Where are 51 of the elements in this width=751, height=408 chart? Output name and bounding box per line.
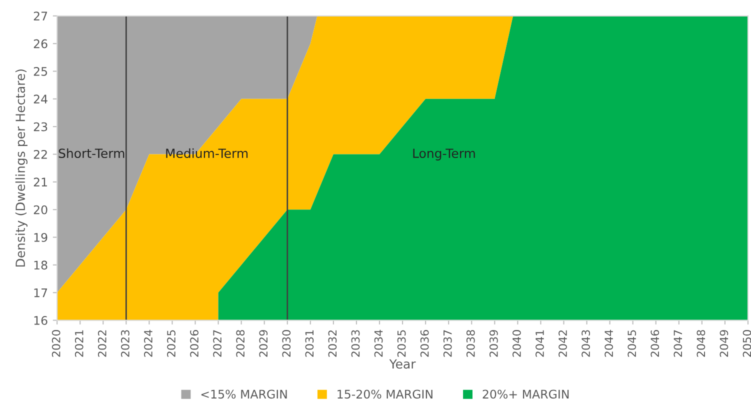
x-tick-label: 2044: [604, 330, 614, 357]
x-tick-label: 2028: [236, 330, 245, 357]
y-axis-title: Density (Dwellings per Hectare): [15, 69, 28, 267]
x-tick-label: 2020: [52, 330, 60, 357]
x-tick-label: 2046: [650, 330, 660, 357]
x-tick-label: 2049: [720, 330, 728, 357]
x-tick-label: 2042: [558, 330, 567, 357]
y-tick-label: 26: [34, 39, 48, 48]
x-tick-label: 2048: [696, 330, 706, 357]
x-tick-label: 2050: [742, 330, 751, 357]
y-tick-label: 25: [34, 66, 48, 76]
x-tick-label: 2022: [98, 330, 106, 357]
legend-label: 15-20% MARGIN: [338, 390, 432, 399]
y-tick-label: 20: [34, 205, 48, 214]
x-tick-label: 2033: [351, 330, 360, 357]
y-tick-label: 17: [34, 288, 48, 298]
x-tick-label: 2029: [259, 330, 268, 357]
x-tick-label: 2026: [190, 330, 198, 357]
legend-label: 20%+ MARGIN: [482, 390, 569, 399]
y-tick-label: 23: [34, 122, 48, 132]
x-tick-label: 2034: [374, 330, 383, 357]
y-tick-label: 18: [34, 260, 48, 270]
x-tick-label: 2030: [282, 330, 291, 357]
x-tick-label: 2038: [466, 330, 475, 357]
annotation: Long-Term: [413, 148, 475, 160]
x-tick-label: 2031: [305, 330, 314, 357]
x-tick-label: 2037: [443, 330, 452, 357]
x-tick-label: 2035: [397, 330, 406, 357]
y-tick-label: 27: [34, 12, 48, 20]
y-tick-label: 22: [34, 150, 47, 159]
x-tick-label: 2041: [536, 330, 544, 357]
annotation: Medium-Term: [166, 148, 248, 158]
x-tick-label: 2027: [213, 330, 222, 357]
x-tick-label: 2024: [144, 330, 152, 357]
y-tick-label: 24: [34, 94, 48, 104]
y-tick-label: 16: [34, 316, 48, 325]
x-tick-label: 2047: [674, 330, 682, 357]
y-tick-label: 21: [34, 178, 47, 186]
y-tick-label: 19: [34, 232, 48, 242]
x-axis-title: Year: [389, 359, 416, 369]
x-tick-label: 2021: [74, 330, 84, 357]
annotation: Short-Term: [58, 148, 124, 158]
x-tick-label: 2040: [512, 330, 521, 357]
legend-label: <15% MARGIN: [201, 390, 287, 399]
x-tick-label: 2032: [328, 330, 337, 357]
x-tick-label: 2025: [167, 330, 176, 357]
x-tick-label: 2043: [582, 330, 590, 357]
x-tick-label: 2036: [420, 330, 429, 357]
x-tick-label: 2045: [628, 330, 636, 357]
x-tick-label: 2039: [489, 330, 498, 357]
x-tick-label: 2023: [120, 330, 130, 357]
